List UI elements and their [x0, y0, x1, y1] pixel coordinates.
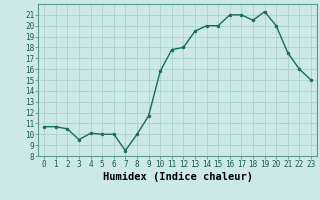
- X-axis label: Humidex (Indice chaleur): Humidex (Indice chaleur): [103, 172, 252, 182]
